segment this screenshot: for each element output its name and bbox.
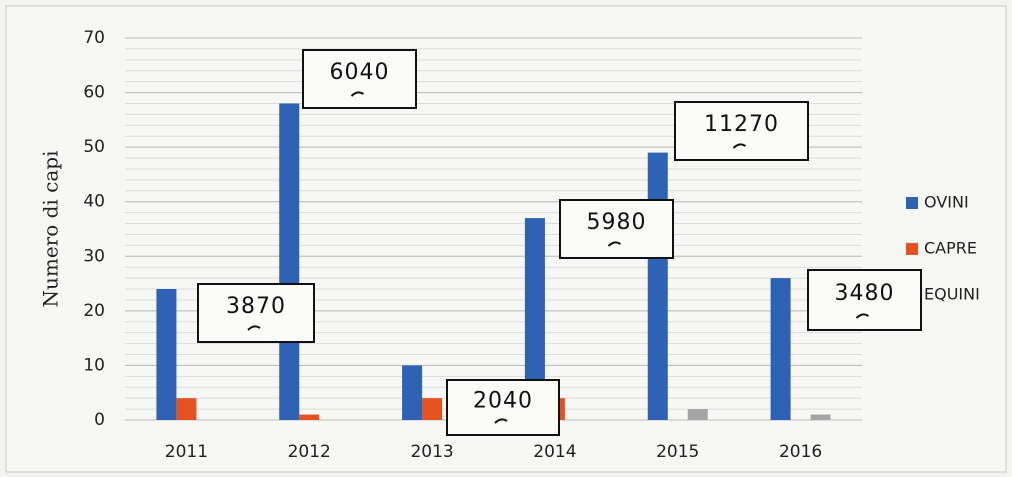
annotation-box [197, 283, 315, 343]
annotation-tick [494, 418, 508, 424]
bar [770, 278, 791, 420]
y-tick-label: 0 [94, 410, 105, 430]
y-axis-label: Numero di capi [39, 150, 63, 307]
x-tick-label: 2014 [533, 442, 576, 462]
legend-label: OVINI [924, 193, 969, 212]
y-tick-label: 60 [83, 83, 105, 103]
annotation-box [807, 269, 922, 331]
annotation-text: 6040 [330, 60, 390, 85]
annotation: 11270 [674, 101, 809, 161]
annotation-tick [350, 91, 365, 97]
bar [299, 414, 320, 420]
legend-swatch [906, 243, 918, 255]
annotation: 3870 [197, 283, 315, 343]
annotation-box [674, 101, 809, 161]
y-tick-label: 40 [83, 192, 105, 212]
bar [810, 414, 831, 420]
y-tick-label: 70 [83, 28, 105, 48]
annotation-box [446, 379, 560, 436]
annotation: 3480 [807, 269, 922, 331]
bar [279, 103, 300, 420]
x-tick-label: 2012 [288, 442, 331, 462]
annotation: 6040 [302, 49, 417, 109]
annotation-text: 3870 [226, 294, 286, 319]
annotation-box [559, 199, 674, 259]
x-tick-label: 2015 [656, 442, 699, 462]
bar [422, 398, 443, 420]
annotation-tick [247, 325, 261, 331]
bar [687, 409, 708, 420]
annotation-text: 5980 [587, 210, 647, 235]
annotation: 2040 [446, 379, 560, 436]
annotation-tick [732, 143, 747, 149]
x-tick-label: 2011 [165, 442, 208, 462]
legend-swatch [906, 197, 918, 209]
bar [156, 289, 177, 420]
bar [647, 152, 668, 420]
annotation-tick [607, 241, 622, 247]
y-tick-label: 20 [83, 301, 105, 321]
legend-label: CAPRE [924, 239, 977, 258]
x-tick-label: 2013 [410, 442, 453, 462]
annotation-box [302, 49, 417, 109]
annotation-text: 3480 [835, 281, 895, 306]
annotation-text: 2040 [473, 389, 533, 414]
annotation: 5980 [559, 199, 674, 259]
y-tick-label: 30 [83, 246, 105, 266]
y-tick-label: 50 [83, 137, 105, 157]
bar [176, 398, 197, 420]
x-tick-label: 2016 [779, 442, 822, 462]
annotation-text: 11270 [704, 112, 779, 137]
legend-label: EQUINI [924, 285, 980, 304]
bar [402, 365, 423, 420]
annotation-tick [855, 313, 870, 319]
y-tick-label: 10 [83, 355, 105, 375]
bar [524, 218, 545, 420]
